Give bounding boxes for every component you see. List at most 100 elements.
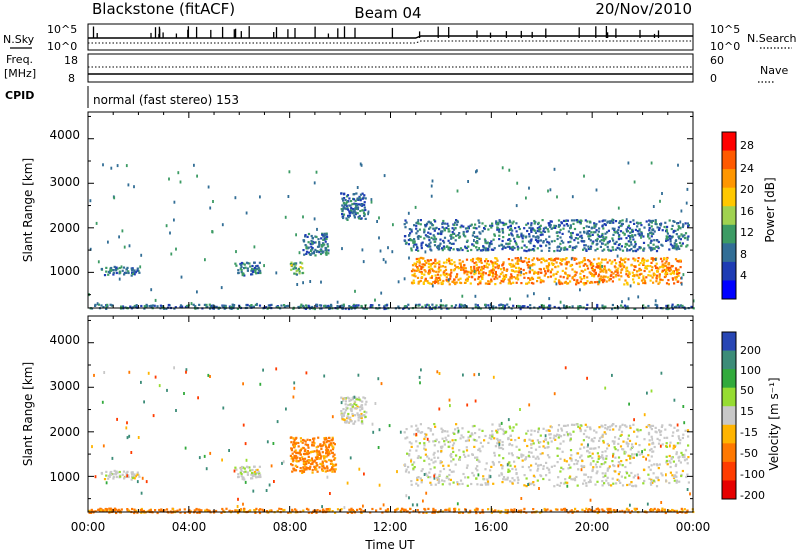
scatter-cell: [453, 509, 456, 512]
scatter-cell: [547, 468, 550, 471]
scatter-cell: [248, 304, 251, 308]
scatter-cell: [645, 267, 649, 270]
scatter-cell: [343, 397, 346, 400]
scatter-cell: [234, 509, 237, 512]
scatter-cell: [671, 277, 674, 280]
scatter-cell: [618, 471, 621, 474]
scatter-cell: [670, 264, 673, 268]
scatter-cell: [599, 270, 602, 273]
scatter-cell: [502, 236, 505, 239]
scatter-cell: [539, 452, 542, 456]
scatter-cell: [530, 224, 533, 227]
scatter-cell: [442, 245, 445, 248]
scatter-cell: [498, 238, 501, 241]
scatter-cell: [298, 270, 301, 273]
scatter-cell: [514, 468, 518, 471]
scatter-cell: [617, 305, 620, 309]
scatter-cell: [600, 424, 603, 427]
scatter-cell: [437, 245, 440, 248]
scatter-cell: [479, 259, 483, 262]
scatter-cell: [313, 437, 316, 440]
scatter-cell: [229, 306, 233, 309]
scatter-cell: [669, 441, 672, 444]
scatter-cell: [501, 221, 504, 224]
noise-cell: [107, 240, 109, 244]
noise-cell: [379, 249, 382, 253]
noise-cell: [236, 505, 239, 508]
scatter-cell: [320, 245, 323, 248]
scatter-cell: [614, 456, 617, 459]
scatter-cell: [522, 268, 525, 272]
scatter-cell: [490, 226, 493, 229]
scatter-cell: [300, 303, 303, 306]
scatter-cell: [414, 264, 417, 267]
scatter-cell: [648, 232, 652, 235]
scatter-cell: [648, 477, 651, 480]
scatter-cell: [265, 510, 269, 513]
scatter-cell: [439, 269, 442, 272]
scatter-cell: [292, 441, 296, 444]
scatter-cell: [407, 243, 410, 246]
scatter-cell: [629, 241, 632, 244]
scatter-cell: [508, 280, 511, 284]
scatter-cell: [336, 307, 339, 310]
scatter-cell: [420, 267, 423, 271]
scatter-cell: [496, 442, 499, 445]
noise-cell: [262, 368, 264, 372]
noise-cell: [425, 491, 428, 495]
scatter-cell: [545, 474, 548, 477]
scatter-cell: [523, 305, 526, 308]
scatter-cell: [553, 434, 556, 437]
scatter-cell: [133, 269, 136, 272]
scatter-cell: [240, 265, 243, 268]
scatter-cell: [671, 307, 674, 310]
scatter-cell: [253, 266, 256, 270]
scatter-cell: [110, 470, 113, 474]
scatter-cell: [618, 234, 621, 237]
scatter-cell: [485, 462, 488, 465]
scatter-cell: [619, 265, 622, 268]
scatter-cell: [428, 282, 431, 285]
scatter-cell: [495, 257, 498, 260]
scatter-cell: [361, 209, 364, 212]
beam-title: Beam 04: [354, 4, 421, 22]
scatter-cell: [310, 457, 314, 460]
scatter-cell: [416, 476, 419, 479]
scatter-cell: [477, 270, 481, 274]
scatter-cell: [587, 481, 590, 484]
scatter-cell: [527, 240, 531, 243]
scatter-cell: [302, 460, 305, 463]
scatter-cell: [364, 197, 367, 200]
scatter-cell: [602, 456, 605, 459]
scatter-cell: [429, 259, 432, 262]
scatter-cell: [682, 433, 685, 436]
scatter-cell: [454, 428, 457, 431]
scatter-cell: [312, 437, 315, 440]
scatter-cell: [653, 230, 656, 233]
scatter-cell: [488, 474, 491, 477]
scatter-cell: [669, 461, 672, 464]
noise-cell: [296, 283, 299, 286]
scatter-cell: [359, 209, 362, 213]
scatter-cell: [597, 275, 600, 278]
scatter-cell: [668, 454, 671, 458]
scatter-cell: [341, 209, 344, 212]
scatter-cell: [364, 217, 367, 220]
scatter-cell: [634, 453, 637, 456]
scatter-cell: [109, 473, 112, 476]
scatter-cell: [302, 509, 305, 512]
scatter-cell: [317, 436, 320, 439]
scatter-cell: [357, 396, 360, 399]
scatter-cell: [311, 236, 314, 240]
scatter-cell: [240, 271, 243, 274]
scatter-cell: [427, 457, 430, 460]
scatter-cell: [482, 245, 485, 248]
scatter-cell: [105, 470, 108, 473]
scatter-cell: [608, 240, 611, 243]
scatter-cell: [561, 269, 564, 272]
scatter-cell: [644, 510, 647, 513]
scatter-cell: [526, 263, 529, 267]
scatter-cell: [215, 509, 218, 513]
scatter-cell: [523, 249, 526, 252]
scatter-cell: [602, 238, 605, 241]
